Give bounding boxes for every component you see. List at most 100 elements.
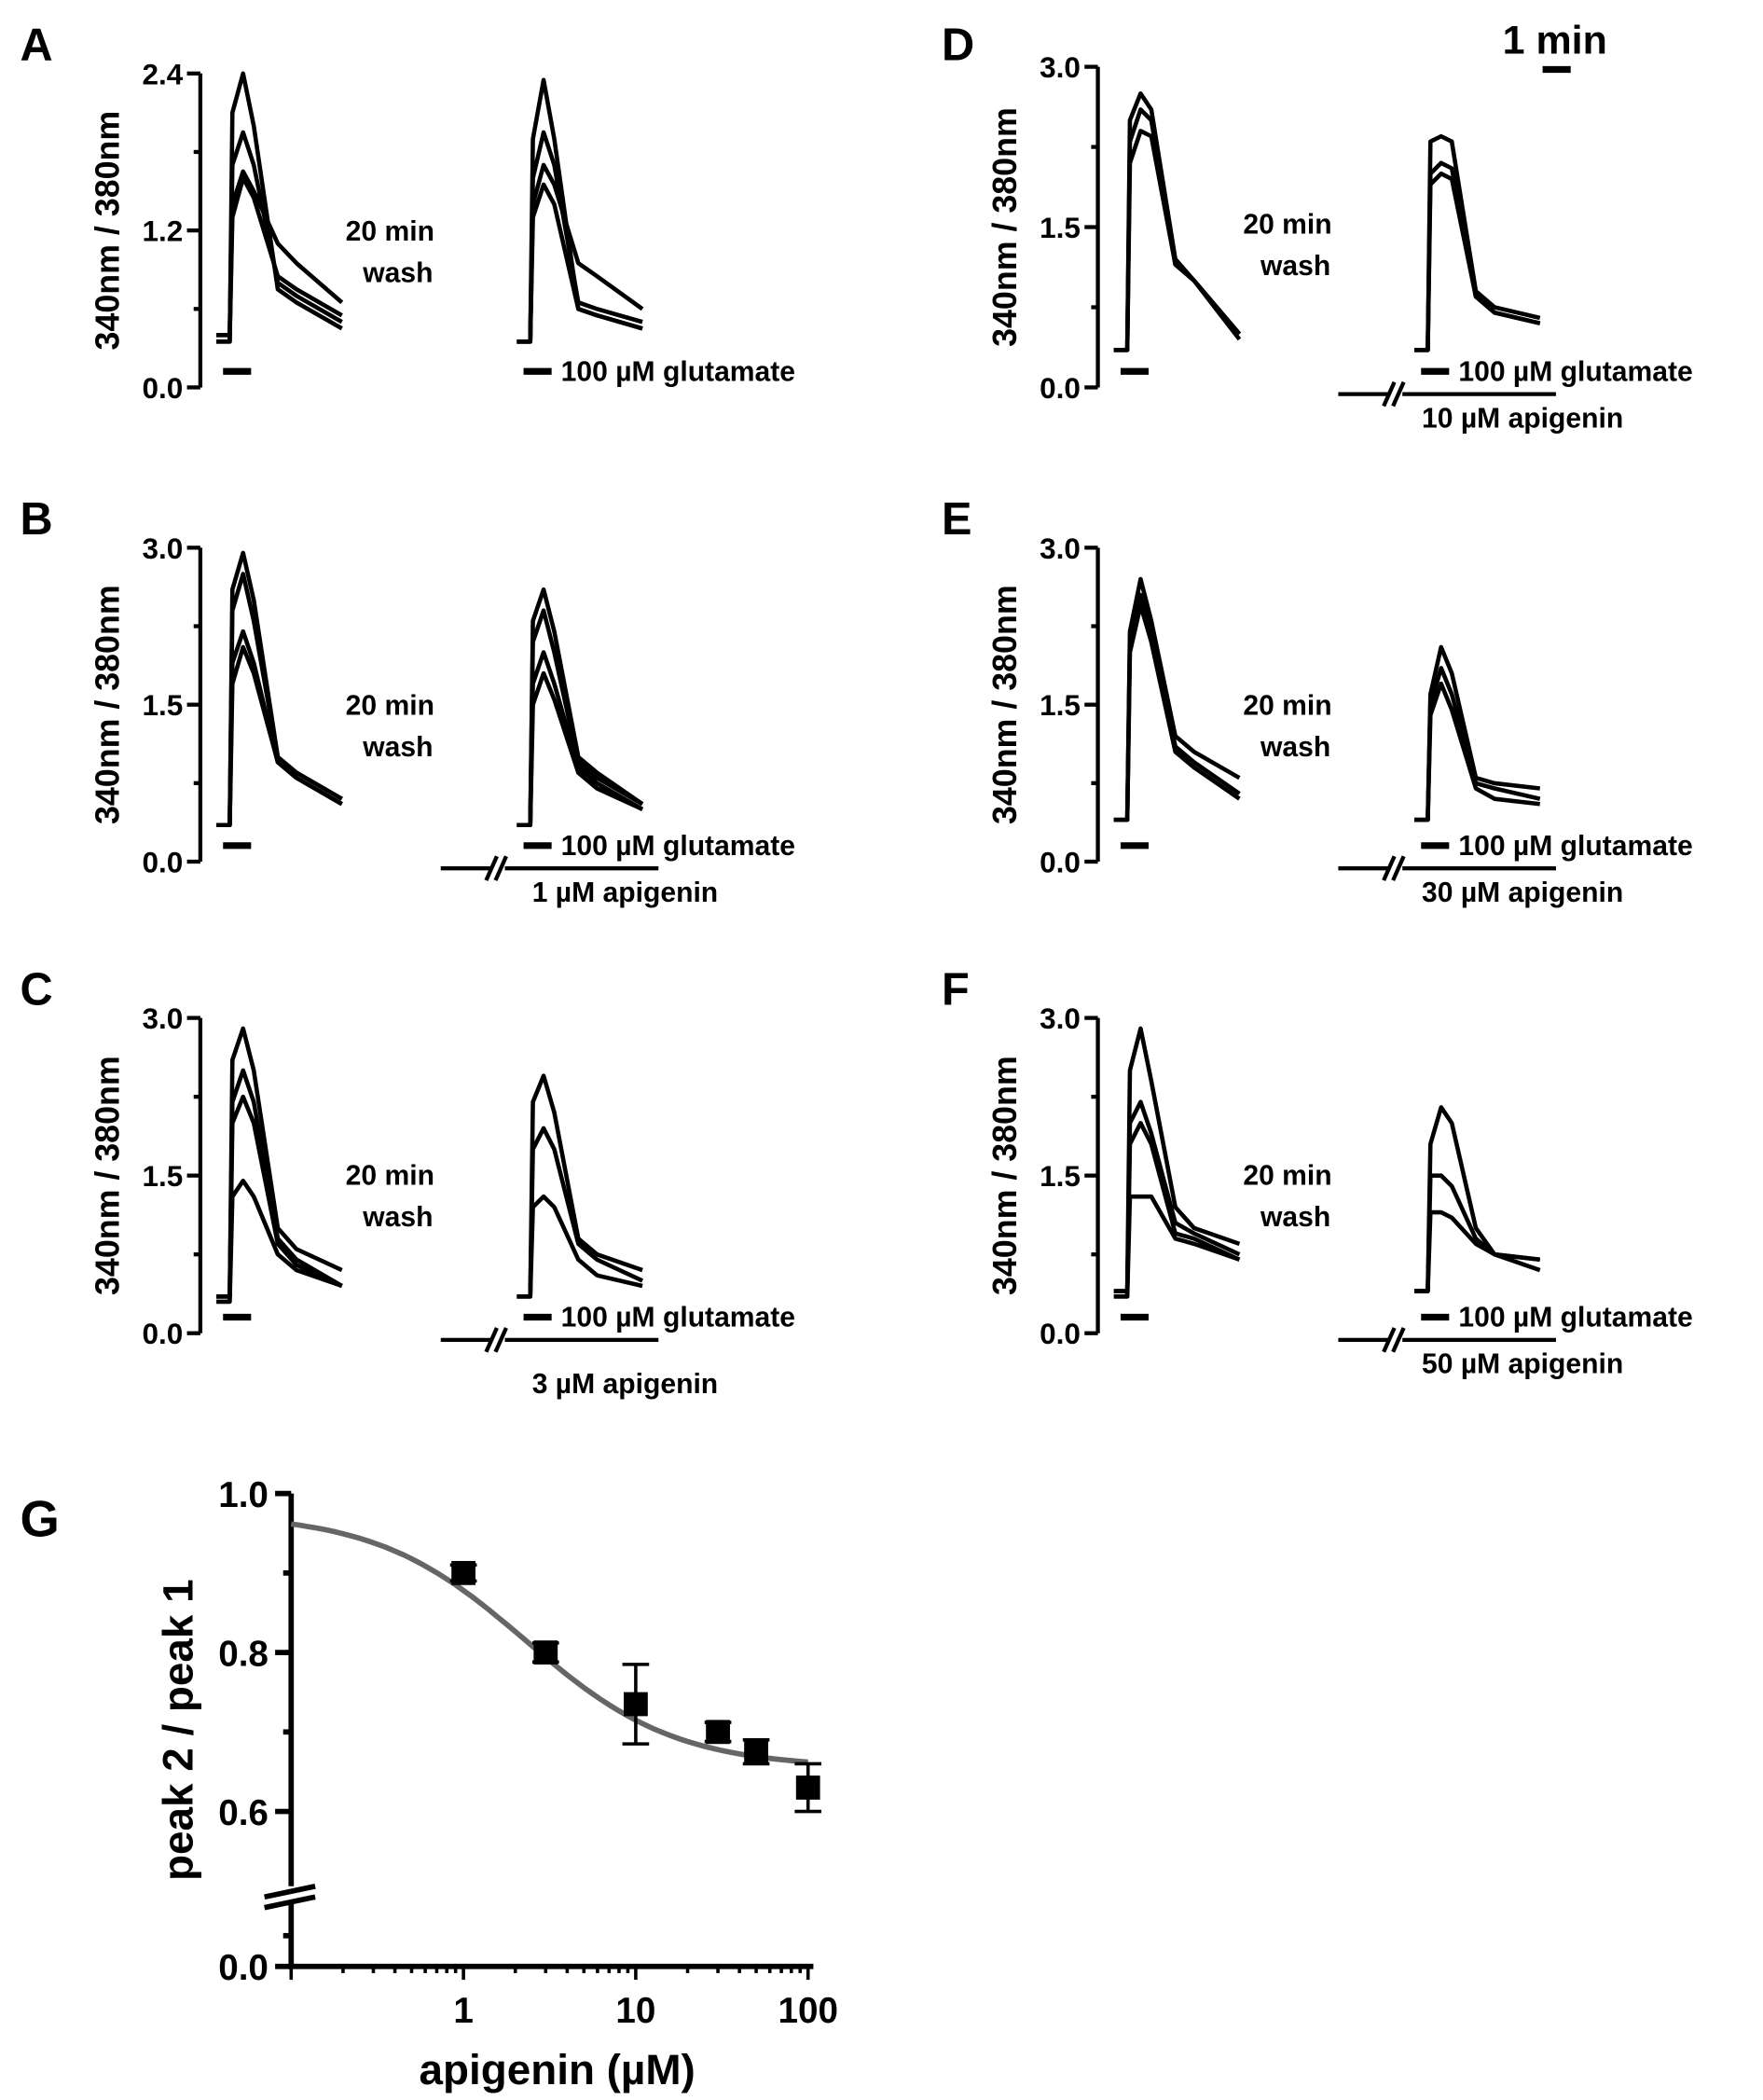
data-point-group [622, 1663, 650, 1746]
traces-before-wash [1113, 90, 1242, 352]
trace-line [517, 670, 644, 828]
data-point-group [531, 1640, 559, 1665]
trace-line [1414, 160, 1541, 352]
traces-before-wash [1113, 576, 1241, 822]
panel-d: D 0.0 1.5 3.0 340nm / 380nm 100 µM glutamate 2… [942, 20, 1693, 434]
axis-break-mark [264, 1894, 316, 1911]
y-tick-label: 1.5 [142, 1159, 183, 1193]
wash-text: 20 min [346, 690, 434, 721]
traces-after-wash [1414, 1105, 1541, 1293]
axis-break-mark [1382, 380, 1397, 408]
trace-line [216, 1178, 343, 1305]
y-tick-label: 1.5 [1040, 1159, 1081, 1193]
wash-text: 20 min [346, 216, 434, 247]
y-tick-label: 3.0 [1040, 532, 1081, 565]
trace-line [1414, 171, 1541, 352]
wash-text: wash [1260, 1202, 1330, 1233]
trace-line [1113, 129, 1242, 352]
trace-line [216, 1094, 343, 1299]
traces-after-wash [517, 77, 644, 344]
panel-label: F [942, 964, 970, 1015]
y-tick-label: 1.5 [1040, 688, 1081, 722]
apigenin-label: 50 µM apigenin [1422, 1349, 1623, 1380]
trace-line [517, 182, 643, 344]
y-tick-label: 3.0 [142, 1002, 183, 1035]
axis-break-mark [1391, 855, 1406, 881]
y-tick-label: 0.0 [142, 371, 183, 405]
y-axis-label: 340nm / 380nm [986, 1056, 1024, 1295]
wash-text: 20 min [1243, 1161, 1331, 1192]
glutamate-label: 100 µM glutamate [561, 1303, 795, 1333]
axis-break-mark [1382, 1327, 1397, 1353]
trace-panels: A 0.0 1.2 2.4 340nm / 380nm 100 µM glutamate 2… [20, 20, 1692, 1400]
wash-text: wash [1260, 251, 1330, 282]
trace-line [1113, 1194, 1241, 1299]
y-tick-label: 0.0 [1040, 1317, 1081, 1350]
glutamate-label: 100 µM glutamate [561, 356, 795, 387]
trace-line [216, 629, 343, 828]
x-tick-label: 100 [778, 1991, 838, 2031]
data-point [533, 1640, 558, 1665]
data-point-group [742, 1738, 770, 1766]
y-axis-label: peak 2 / peak 1 [154, 1579, 201, 1881]
data-point [624, 1692, 648, 1717]
y-tick-label: 2.4 [142, 57, 183, 90]
x-tick-label: 1 [453, 1991, 474, 2031]
panel-g: G 0.0 0.6 0.8 1.0 1 10 100 apigenin (µM) peak 2 /… [20, 1475, 837, 2093]
glutamate-label: 100 µM glutamate [1458, 356, 1692, 387]
y-axis-label: 340nm / 380nm [986, 107, 1024, 347]
axis-break-mark [484, 855, 499, 881]
y-tick-label: 0.0 [218, 1948, 269, 1988]
y-axis-label: 340nm / 380nm [90, 111, 127, 351]
x-axis-label: apigenin (µM) [420, 2046, 696, 2093]
x-tick-label: 10 [615, 1991, 655, 2031]
y-axis-label: 340nm / 380nm [90, 585, 127, 824]
glutamate-label: 100 µM glutamate [1458, 1303, 1692, 1333]
trace-line [517, 608, 644, 828]
wash-text: 20 min [1243, 210, 1331, 241]
traces-after-wash [517, 1073, 644, 1299]
scale-bar-label: 1 min [1503, 18, 1607, 62]
trace-line [517, 1194, 643, 1299]
y-tick-label: 0.0 [1040, 845, 1081, 878]
trace-line [517, 1126, 644, 1299]
trace-line [216, 572, 343, 828]
wash-text: 20 min [346, 1161, 434, 1192]
y-tick-label: 1.2 [142, 214, 183, 248]
traces-after-wash [517, 587, 644, 828]
traces-after-wash [1414, 644, 1541, 822]
traces-before-wash [216, 1026, 343, 1305]
data-point [706, 1720, 730, 1745]
axis-break-mark [1391, 1327, 1406, 1353]
axis-break-mark [1391, 380, 1406, 408]
y-axis-label: 340nm / 380nm [90, 1056, 127, 1295]
y-tick-label: 0.0 [142, 845, 183, 878]
panel-label: C [20, 964, 52, 1015]
data-point [451, 1560, 475, 1585]
y-tick-label: 1.0 [218, 1475, 269, 1515]
trace-line [1414, 1105, 1541, 1293]
wash-text: wash [362, 732, 433, 763]
data-point [744, 1739, 768, 1764]
panel-c: C 0.0 1.5 3.0 340nm / 380nm 100 µM glutamate 2… [20, 964, 795, 1400]
apigenin-label: 10 µM apigenin [1422, 403, 1623, 434]
axis-break-mark [493, 855, 508, 881]
apigenin-label: 1 µM apigenin [532, 877, 719, 908]
axis-break-mark [484, 1327, 499, 1353]
traces-before-wash [1113, 1026, 1241, 1299]
y-tick-label: 0.0 [1040, 371, 1081, 405]
trace-line [517, 587, 644, 828]
traces-before-wash [216, 550, 343, 828]
apigenin-label: 30 µM apigenin [1422, 877, 1623, 908]
trace-line [1113, 1099, 1241, 1299]
wash-text: wash [362, 257, 433, 288]
y-axis-label: 340nm / 380nm [986, 585, 1024, 824]
data-point [795, 1775, 820, 1800]
glutamate-label: 100 µM glutamate [1458, 831, 1692, 862]
y-tick-label: 3.0 [142, 532, 183, 565]
panel-f: F 0.0 1.5 3.0 340nm / 380nm 100 µM glutamate 2… [942, 964, 1693, 1379]
panel-a: A 0.0 1.2 2.4 340nm / 380nm 100 µM glutamate 2… [20, 20, 795, 404]
panel-label: D [942, 20, 974, 70]
wash-text: wash [1260, 732, 1330, 763]
